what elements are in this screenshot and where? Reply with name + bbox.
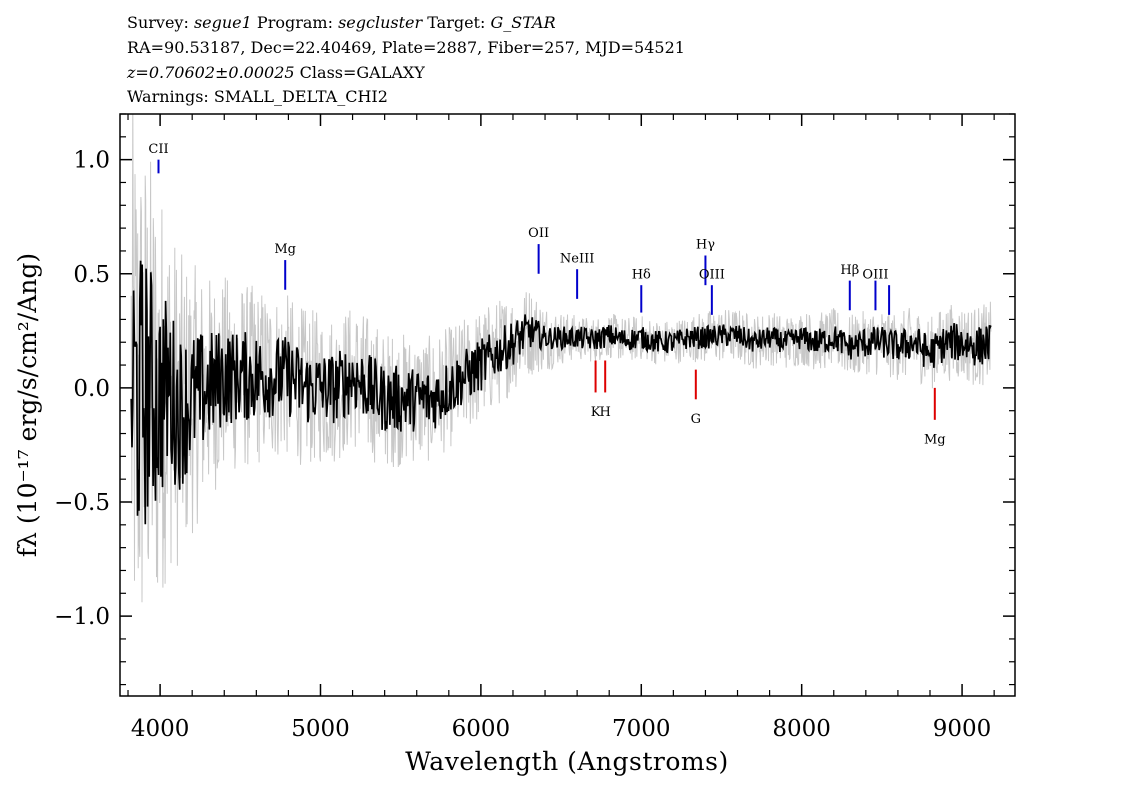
emission-line-label: OIII xyxy=(862,267,888,282)
y-tick-label: 0.0 xyxy=(73,376,110,402)
y-tick-label: −1.0 xyxy=(54,604,110,630)
emission-line-label: Hγ xyxy=(696,238,715,253)
header-line-2: RA=90.53187, Dec=22.40469, Plate=2887, F… xyxy=(127,38,685,57)
header-line-3: z=0.70602±0.00025 Class=GALAXY xyxy=(127,63,425,83)
x-axis-label: Wavelength (Angstroms) xyxy=(405,747,728,776)
emission-line-label: Hδ xyxy=(632,267,651,282)
absorption-line-label: G xyxy=(691,412,701,427)
redshift-value: z=0.70602±0.00025 xyxy=(127,63,295,82)
emission-line-label: OII xyxy=(528,226,549,241)
absorption-line-label: K xyxy=(591,405,601,420)
target-value: G_STAR xyxy=(490,13,556,32)
emission-line-label: OIII xyxy=(699,267,725,282)
absorption-line-label: H xyxy=(600,405,611,420)
class-value: Class=GALAXY xyxy=(299,63,425,82)
survey-label: Survey: xyxy=(127,13,189,32)
emission-line-label: Mg xyxy=(274,242,296,257)
error-series-line xyxy=(130,114,992,603)
x-tick-label: 5000 xyxy=(291,716,350,742)
plot-frame xyxy=(119,113,1016,697)
x-tick-label: 9000 xyxy=(933,716,992,742)
survey-value: segue1 xyxy=(193,13,252,32)
emission-line-label: Hβ xyxy=(840,263,859,278)
y-tick-label: 0.5 xyxy=(73,262,110,288)
program-label: Program: xyxy=(256,13,333,32)
program-value: segcluster xyxy=(338,13,423,32)
x-tick-label: 6000 xyxy=(452,716,511,742)
flux-series-line xyxy=(130,260,992,525)
x-tick-label: 7000 xyxy=(612,716,671,742)
y-tick-label: −0.5 xyxy=(54,490,110,516)
x-tick-label: 4000 xyxy=(131,716,190,742)
emission-line-label: CII xyxy=(148,142,168,157)
x-tick-label: 8000 xyxy=(772,716,831,742)
series-layer xyxy=(130,114,992,603)
header-warnings: Warnings: SMALL_DELTA_CHI2 xyxy=(127,87,388,106)
y-tick-label: 1.0 xyxy=(73,148,110,174)
ticks-layer: 4000 5000 6000 7000 8000 9000 −1.0 −0.5 0.0 0.5 1.… xyxy=(54,113,1015,742)
y-axis-label: fλ (10⁻¹⁷ erg/s/cm²/Ang) xyxy=(13,253,42,557)
emission-line-label: NeIII xyxy=(560,251,594,266)
header-line-1: Survey: segue1 Program: segcluster Targe… xyxy=(127,13,556,33)
absorption-line-label: Mg xyxy=(924,433,946,448)
target-label: Target: xyxy=(427,13,486,32)
